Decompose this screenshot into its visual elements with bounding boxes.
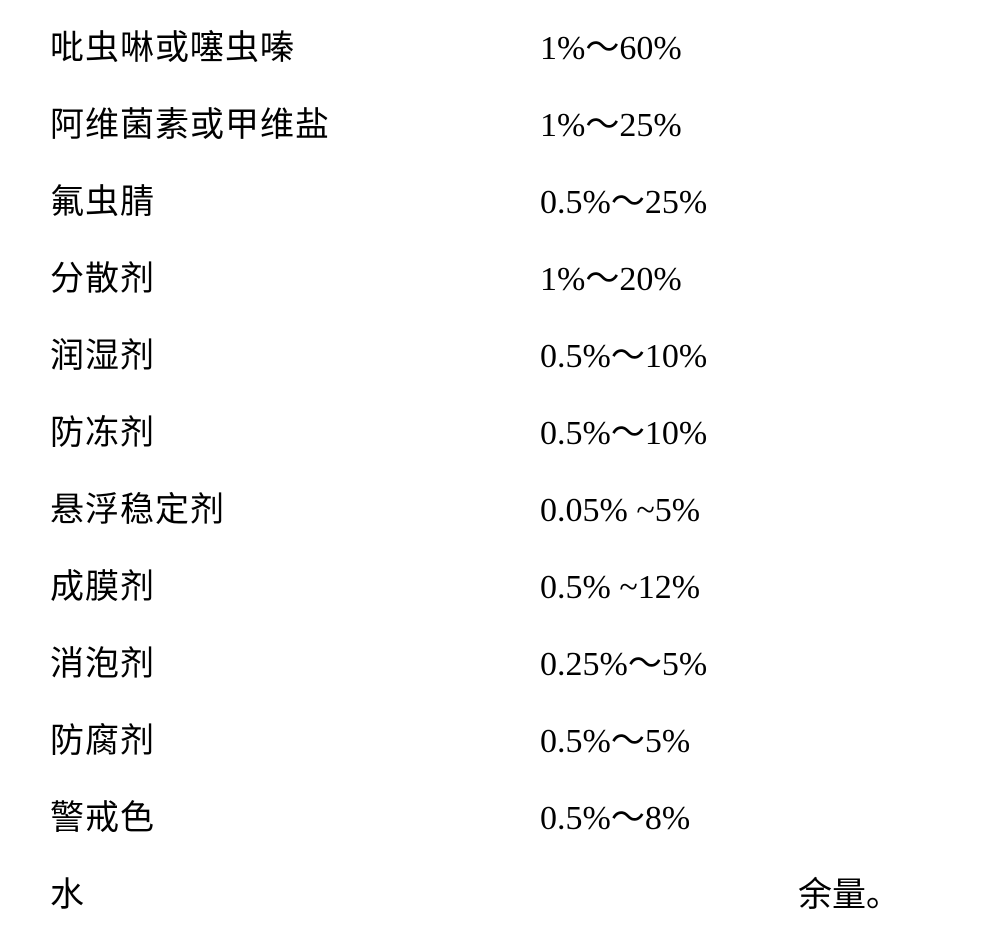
table-row: 分散剂 1%～20% xyxy=(50,251,950,328)
ingredient-label: 阿维菌素或甲维盐 xyxy=(50,97,540,146)
table-row: 吡虫啉或噻虫嗪 1%～60% xyxy=(50,20,950,97)
ingredient-value: 0.5%～10% xyxy=(540,405,950,454)
ingredient-label: 悬浮稳定剂 xyxy=(50,482,540,531)
ingredient-value: 0.5%～25% xyxy=(540,174,950,223)
table-row: 氟虫腈 0.5%～25% xyxy=(50,174,950,251)
table-row: 阿维菌素或甲维盐 1%～25% xyxy=(50,97,950,174)
ingredient-value: 0.5%～5% xyxy=(540,713,950,762)
ingredient-label: 分散剂 xyxy=(50,251,540,300)
ingredient-value: 0.05% ~5% xyxy=(540,492,950,530)
ingredient-table: 吡虫啉或噻虫嗪 1%～60% 阿维菌素或甲维盐 1%～25% 氟虫腈 0.5%～… xyxy=(0,20,1000,944)
table-row: 润湿剂 0.5%～10% xyxy=(50,328,950,405)
ingredient-value: 0.5%～10% xyxy=(540,328,950,377)
ingredient-label: 警戒色 xyxy=(50,790,540,839)
ingredient-value: 1%～25% xyxy=(540,97,950,146)
ingredient-value: 1%～60% xyxy=(540,20,950,69)
ingredient-label: 成膜剂 xyxy=(50,559,540,608)
table-row: 悬浮稳定剂 0.05% ~5% xyxy=(50,482,950,559)
ingredient-label: 润湿剂 xyxy=(50,328,540,377)
table-row: 消泡剂 0.25%～5% xyxy=(50,636,950,713)
table-row: 防腐剂 0.5%～5% xyxy=(50,713,950,790)
ingredient-value: 0.25%～5% xyxy=(540,636,950,685)
ingredient-label: 防腐剂 xyxy=(50,713,540,762)
ingredient-value: 余量。 xyxy=(540,867,950,916)
ingredient-value: 0.5%～8% xyxy=(540,790,950,839)
ingredient-label: 消泡剂 xyxy=(50,636,540,685)
ingredient-label: 吡虫啉或噻虫嗪 xyxy=(50,20,540,69)
ingredient-value: 1%～20% xyxy=(540,251,950,300)
table-row: 警戒色 0.5%～8% xyxy=(50,790,950,867)
ingredient-label: 防冻剂 xyxy=(50,405,540,454)
ingredient-label: 水 xyxy=(50,867,540,916)
ingredient-label: 氟虫腈 xyxy=(50,174,540,223)
table-row: 防冻剂 0.5%～10% xyxy=(50,405,950,482)
ingredient-value: 0.5% ~12% xyxy=(540,569,950,607)
table-row: 成膜剂 0.5% ~12% xyxy=(50,559,950,636)
table-row: 水 余量。 xyxy=(50,867,950,944)
